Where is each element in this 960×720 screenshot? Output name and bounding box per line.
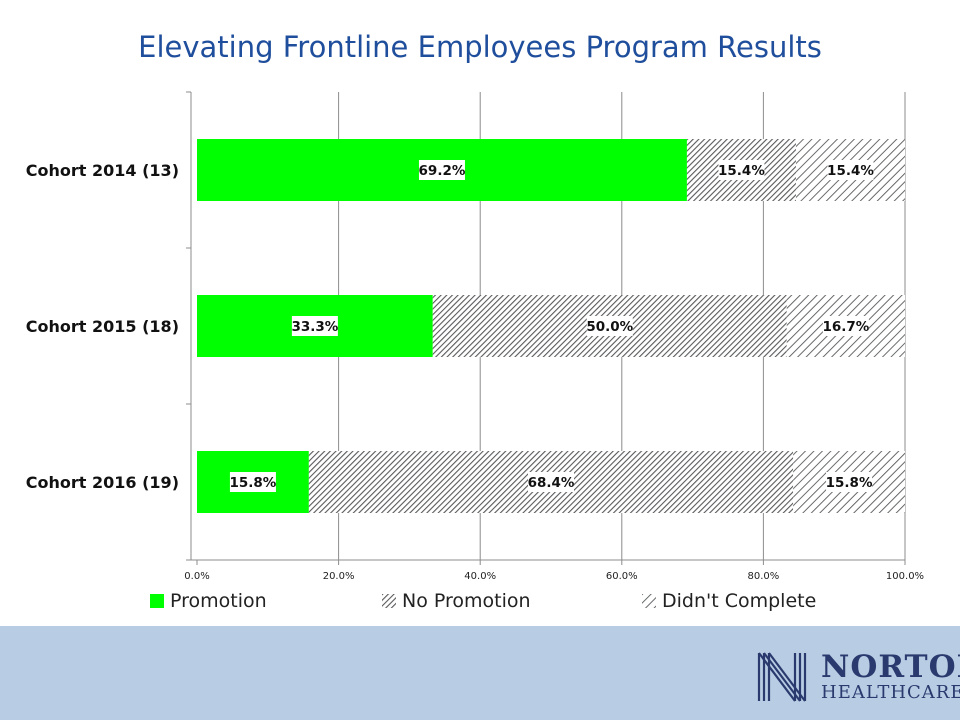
legend-swatch-didnt-complete xyxy=(642,594,656,608)
legend-item-promotion: Promotion xyxy=(150,590,267,612)
data-label: 50.0% xyxy=(586,319,633,335)
data-label-bg xyxy=(418,160,465,180)
data-label: 68.4% xyxy=(528,475,575,491)
data-label-bg xyxy=(822,316,869,336)
legend-item-didnt-complete: Didn't Complete xyxy=(642,590,816,612)
x-tick-label: 60.0% xyxy=(606,571,638,582)
data-labels: 69.2% 15.4% 15.4% 33.3% 50.0% 16.7% 15.8% 68.4%… xyxy=(229,160,874,492)
x-tick-label: 20.0% xyxy=(323,571,355,582)
data-label-bg xyxy=(528,472,574,492)
data-label-bg xyxy=(291,316,338,336)
x-tick-label: 80.0% xyxy=(748,571,780,582)
data-label: 33.3% xyxy=(291,319,338,335)
data-label: 15.8% xyxy=(230,475,277,491)
bar-chart: 0.0% 20.0% 40.0% 60.0% 80.0% 100.0% Cohort 201… xyxy=(26,91,924,582)
data-label: 15.4% xyxy=(827,163,874,179)
category-label: Cohort 2016 (19) xyxy=(26,473,179,492)
chart-title: Elevating Frontline Employees Program Re… xyxy=(138,30,822,64)
data-label-bg xyxy=(827,160,874,180)
data-label: 15.4% xyxy=(718,163,765,179)
category-label: Cohort 2014 (13) xyxy=(26,161,179,180)
data-label: 16.7% xyxy=(822,319,869,335)
legend: Promotion No Promotion Didn't Complete xyxy=(150,590,870,614)
data-label-bg xyxy=(229,472,276,492)
legend-label-no-promotion: No Promotion xyxy=(402,590,531,612)
logo-name: NORTON xyxy=(821,649,960,685)
legend-label-promotion: Promotion xyxy=(170,590,267,612)
legend-swatch-promotion xyxy=(150,594,164,608)
data-label: 15.8% xyxy=(826,475,873,491)
legend-label-didnt-complete: Didn't Complete xyxy=(662,590,817,612)
x-tick-label: 100.0% xyxy=(886,571,924,582)
data-label: 69.2% xyxy=(419,163,466,179)
norton-healthcare-logo: NORTON HEALTHCARE xyxy=(755,649,960,705)
legend-swatch-no-promotion xyxy=(382,594,396,608)
data-label-bg xyxy=(826,472,873,492)
data-label-bg xyxy=(586,316,633,336)
legend-item-no-promotion: No Promotion xyxy=(382,590,531,612)
data-label-bg xyxy=(718,160,765,180)
category-label: Cohort 2015 (18) xyxy=(26,317,179,336)
logo-subtitle: HEALTHCARE xyxy=(821,682,960,703)
axes: 0.0% 20.0% 40.0% 60.0% 80.0% 100.0% Cohort 201… xyxy=(26,91,924,582)
x-tick-label: 0.0% xyxy=(184,571,209,582)
norton-logo-mark-icon xyxy=(755,649,813,705)
x-tick-label: 40.0% xyxy=(464,571,496,582)
